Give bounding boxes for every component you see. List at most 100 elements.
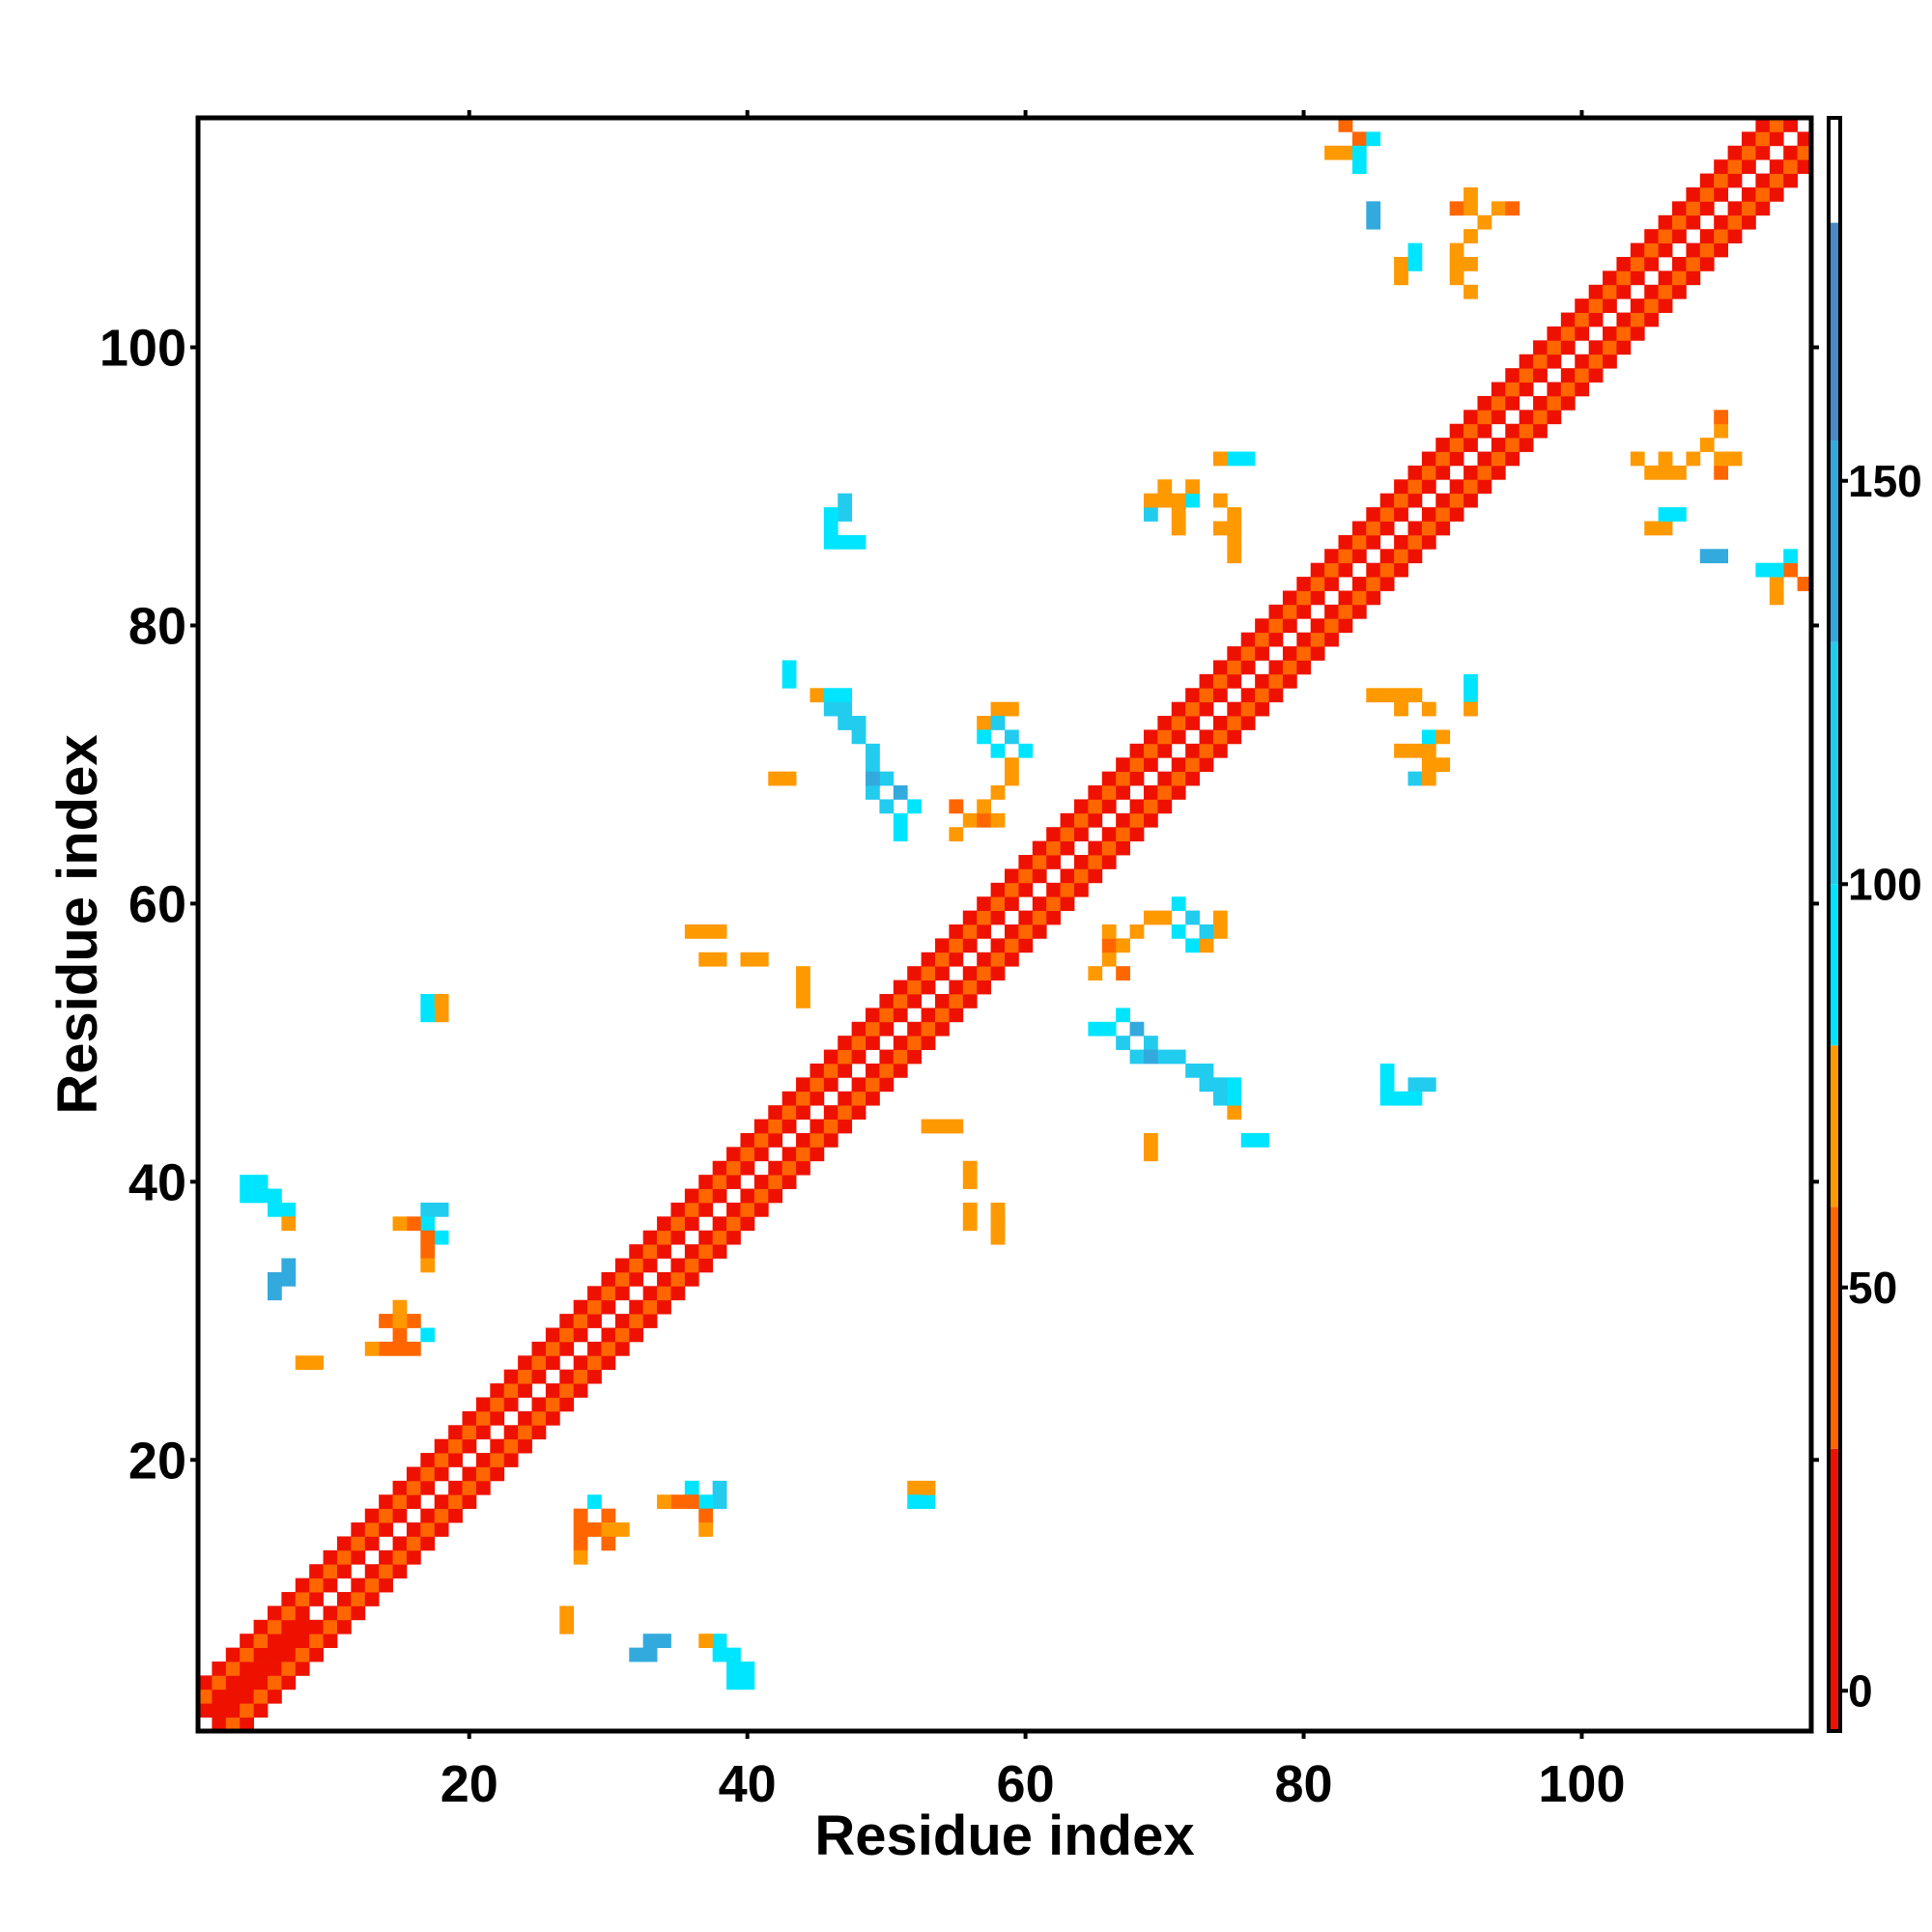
heatmap-cell xyxy=(1686,451,1701,467)
heatmap-cell xyxy=(1714,465,1729,480)
heatmap-cell xyxy=(1783,118,1799,132)
heatmap-cell xyxy=(1379,562,1395,578)
heatmap-cell xyxy=(796,1160,810,1176)
heatmap-cell xyxy=(587,1355,602,1371)
heatmap-cell xyxy=(1366,521,1381,536)
heatmap-cell xyxy=(698,1202,714,1217)
heatmap-cell xyxy=(1449,507,1464,522)
heatmap-cell xyxy=(642,1230,658,1245)
heatmap-cell xyxy=(1143,757,1158,773)
heatmap-cell xyxy=(1407,479,1423,495)
heatmap-cell xyxy=(838,1063,853,1078)
x-tick-label: 80 xyxy=(1274,1755,1332,1813)
heatmap-cell xyxy=(1101,938,1117,953)
heatmap-cell xyxy=(1658,270,1673,286)
heatmap-cell xyxy=(503,1453,519,1467)
heatmap-cell xyxy=(642,1286,658,1301)
heatmap-cell xyxy=(1324,577,1339,591)
heatmap-cell xyxy=(768,1160,783,1176)
heatmap-cell xyxy=(1324,618,1339,634)
heatmap-cell xyxy=(240,1717,254,1732)
heatmap-cell xyxy=(267,1605,282,1621)
heatmap-cell xyxy=(670,1258,686,1273)
heatmap-cell xyxy=(212,1689,227,1704)
heatmap-cell xyxy=(1018,855,1034,869)
heatmap-cell xyxy=(990,743,1006,758)
heatmap-cell xyxy=(406,1549,421,1565)
heatmap-cell xyxy=(601,1522,616,1537)
heatmap-cell xyxy=(1699,201,1715,216)
heatmap-cell xyxy=(295,1662,310,1676)
heatmap-cell xyxy=(1227,521,1242,536)
heatmap-cell xyxy=(1755,173,1771,188)
heatmap-cell xyxy=(1603,340,1617,355)
heatmap-cell xyxy=(949,1008,964,1023)
heatmap-cell xyxy=(712,1216,727,1232)
heatmap-cell xyxy=(225,1675,241,1690)
heatmap-cell xyxy=(462,1480,477,1495)
heatmap-cell xyxy=(1463,284,1478,299)
heatmap-cell xyxy=(379,1508,393,1523)
x-tick-label: 60 xyxy=(997,1755,1055,1813)
heatmap-cell xyxy=(1005,952,1019,967)
heatmap-cell xyxy=(879,1008,895,1023)
heatmap-cell xyxy=(1143,1049,1158,1065)
heatmap-cell xyxy=(323,1619,338,1634)
heatmap-cell xyxy=(990,938,1006,953)
heatmap-cell xyxy=(1129,1049,1145,1065)
heatmap-cell xyxy=(1171,493,1186,508)
heatmap-cell xyxy=(1199,701,1214,717)
heatmap-cell xyxy=(1268,688,1284,703)
heatmap-cell xyxy=(1421,479,1436,495)
y-axis-ticks: 20 40 60 80 100 xyxy=(99,320,1819,1490)
heatmap-cell xyxy=(753,1119,769,1134)
heatmap-cell xyxy=(684,1202,699,1217)
heatmap-cell xyxy=(1060,840,1075,856)
heatmap-cell xyxy=(1129,799,1145,814)
heatmap-cell xyxy=(1394,549,1408,564)
heatmap-cell xyxy=(712,1188,727,1204)
heatmap-cell xyxy=(657,1216,671,1232)
heatmap-cell xyxy=(921,1021,936,1037)
heatmap-cell xyxy=(309,1634,324,1649)
heatmap-cell xyxy=(364,1592,380,1606)
heatmap-cell xyxy=(796,1132,810,1148)
heatmap-cell xyxy=(1032,855,1047,869)
heatmap-cell xyxy=(1032,868,1047,884)
heatmap-cell xyxy=(1018,924,1034,939)
heatmap-cell xyxy=(921,952,936,967)
heatmap-cell xyxy=(1199,938,1214,953)
colorbar-band xyxy=(1829,440,1840,642)
heatmap-cell xyxy=(351,1536,366,1551)
heatmap-cell xyxy=(879,1063,895,1078)
heatmap-cell xyxy=(1116,771,1130,786)
heatmap-cell xyxy=(1324,145,1339,160)
heatmap-cell xyxy=(212,1717,227,1732)
y-tick-label: 20 xyxy=(128,1432,186,1490)
heatmap-cell xyxy=(1324,604,1339,619)
heatmap-cell xyxy=(1032,910,1047,925)
heatmap-cell xyxy=(1310,577,1325,591)
heatmap-cell xyxy=(684,1216,699,1232)
heatmap-cell xyxy=(740,1202,755,1217)
heatmap-cell xyxy=(838,716,853,730)
heatmap-cell xyxy=(1199,1077,1214,1093)
heatmap-cell xyxy=(781,1160,797,1176)
heatmap-cell xyxy=(712,924,727,939)
heatmap-cell xyxy=(267,1675,282,1690)
heatmap-cell xyxy=(740,1216,755,1232)
heatmap-cell xyxy=(614,1258,630,1273)
heatmap-cell xyxy=(1672,256,1687,271)
heatmap-cell xyxy=(587,1341,602,1356)
heatmap-cell xyxy=(392,1508,408,1523)
heatmap-cell xyxy=(281,1271,297,1287)
heatmap-cell xyxy=(893,1036,908,1050)
heatmap-cell xyxy=(1268,604,1284,619)
heatmap-cell xyxy=(1394,507,1408,522)
heatmap-cell xyxy=(949,827,964,842)
heatmap-cell xyxy=(448,1453,463,1467)
heatmap-cell xyxy=(295,1355,310,1371)
heatmap-cell xyxy=(406,1494,421,1510)
colorbar-band xyxy=(1829,1207,1840,1449)
heatmap-cell xyxy=(1227,646,1242,661)
